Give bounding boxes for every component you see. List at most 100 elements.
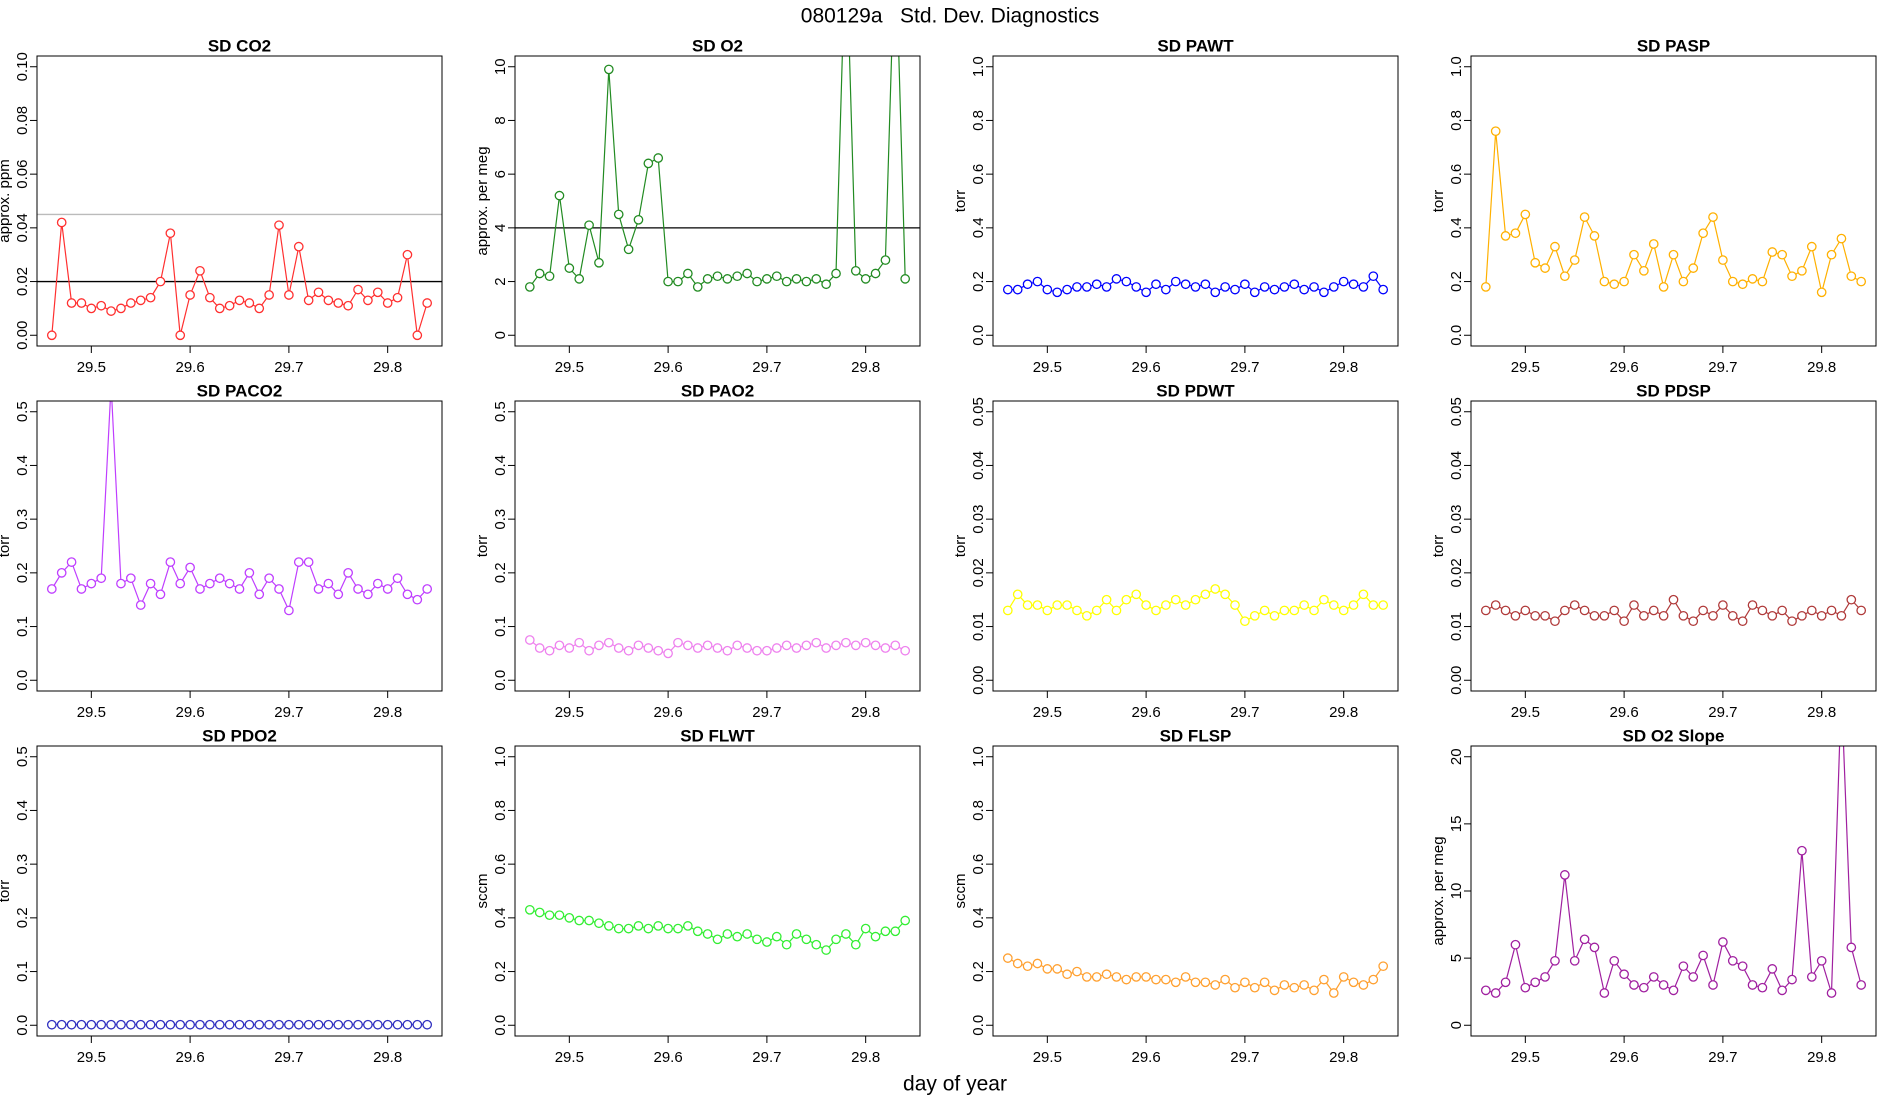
data-point xyxy=(1170,977,1181,988)
data-point xyxy=(1777,249,1788,260)
data-point xyxy=(76,1019,87,1030)
data-point xyxy=(165,557,176,567)
data-point xyxy=(1550,616,1560,627)
data-point xyxy=(1032,600,1043,610)
x-tick-label: 29.6 xyxy=(654,704,683,721)
data-point xyxy=(382,584,393,594)
panel: SD O2 Slope approx. per meg 0 5 10 15 20 29.5 29… xyxy=(1430,685,1877,1066)
x-tick-label: 29.7 xyxy=(1230,1049,1259,1066)
data-point xyxy=(56,217,67,228)
data-point xyxy=(1368,600,1379,610)
data-point xyxy=(1328,600,1339,610)
data-point xyxy=(1309,282,1319,292)
data-point xyxy=(86,578,97,589)
data-point xyxy=(1022,279,1033,290)
data-point xyxy=(1091,972,1102,982)
data-point xyxy=(1161,284,1171,295)
data-point xyxy=(293,1019,304,1030)
data-point xyxy=(1081,282,1092,292)
y-tick-label: 0.08 xyxy=(14,106,31,135)
series-line xyxy=(51,401,428,613)
data-point xyxy=(1718,937,1728,947)
data-point xyxy=(244,568,255,578)
data-point xyxy=(1708,610,1718,621)
data-point xyxy=(106,1019,116,1030)
x-tick-label: 29.6 xyxy=(1132,1049,1161,1066)
data-point xyxy=(1230,600,1240,610)
y-tick-label: 0.4 xyxy=(970,907,987,928)
data-point xyxy=(653,921,664,931)
data-point xyxy=(1200,589,1211,600)
data-point xyxy=(1358,589,1369,600)
y-tick-label: 0.0 xyxy=(492,1015,509,1036)
data-point xyxy=(633,640,644,651)
data-point xyxy=(781,276,792,287)
data-point xyxy=(1787,974,1797,985)
data-point xyxy=(1747,980,1758,990)
data-point xyxy=(264,290,274,300)
data-point xyxy=(574,637,585,648)
data-point xyxy=(692,643,703,653)
data-point xyxy=(1328,282,1339,292)
data-point xyxy=(564,643,575,653)
y-tick-label: 0.5 xyxy=(14,746,31,767)
data-point xyxy=(732,931,743,942)
data-point xyxy=(165,228,176,239)
data-point xyxy=(1629,600,1639,610)
x-tick-label: 29.5 xyxy=(555,1049,584,1066)
data-point xyxy=(1658,282,1669,292)
data-point xyxy=(56,1019,67,1030)
data-point xyxy=(1111,972,1122,982)
x-tick-label: 29.5 xyxy=(1033,704,1062,721)
data-point xyxy=(1540,263,1550,273)
data-point xyxy=(234,295,245,306)
y-axis-label: sccm xyxy=(952,874,969,909)
panel-title: SD PDSP xyxy=(1636,381,1711,400)
data-point xyxy=(244,298,255,308)
data-point xyxy=(1141,600,1151,610)
data-point xyxy=(821,643,832,653)
data-point xyxy=(860,274,871,284)
data-point xyxy=(1259,605,1270,616)
x-tick-label: 29.8 xyxy=(1329,359,1358,376)
data-point xyxy=(1141,287,1151,298)
data-layer xyxy=(1002,271,1389,298)
x-tick-label: 29.8 xyxy=(1807,704,1836,721)
data-point xyxy=(594,918,604,929)
data-point xyxy=(214,1019,225,1030)
x-tick-label: 29.8 xyxy=(851,359,880,376)
data-point xyxy=(1348,279,1359,290)
data-point xyxy=(1190,594,1201,605)
data-point xyxy=(106,306,116,316)
y-tick-label: 0.6 xyxy=(1448,164,1465,185)
data-layer xyxy=(524,904,911,955)
x-tick-label: 29.5 xyxy=(555,359,584,376)
data-point xyxy=(1131,972,1142,982)
data-point xyxy=(663,923,673,934)
data-point xyxy=(1579,934,1590,945)
data-point xyxy=(1629,980,1639,990)
data-point xyxy=(234,1019,245,1030)
data-point xyxy=(831,640,841,651)
x-tick-label: 29.5 xyxy=(1511,1049,1540,1066)
data-point xyxy=(1837,685,1845,693)
data-point xyxy=(422,1019,433,1030)
data-point xyxy=(1269,985,1280,996)
data-point xyxy=(623,244,634,255)
data-point xyxy=(1816,287,1827,298)
data-point xyxy=(96,300,107,311)
data-point xyxy=(633,921,644,931)
data-point xyxy=(1698,605,1708,616)
data-point xyxy=(841,929,851,939)
data-layer xyxy=(37,213,442,341)
y-tick-label: 0.8 xyxy=(492,800,509,821)
data-point xyxy=(831,268,841,279)
x-tick-label: 29.5 xyxy=(555,704,584,721)
y-tick-label: 2 xyxy=(492,277,509,285)
panel: SD PDO2 torr 0.0 0.1 0.2 0.3 0.4 0.5 29.5 29.6 29.… xyxy=(0,726,443,1066)
data-point xyxy=(1619,969,1629,980)
plot-frame xyxy=(514,55,921,347)
data-point xyxy=(323,1019,334,1030)
y-tick-label: 0.03 xyxy=(1448,505,1465,534)
